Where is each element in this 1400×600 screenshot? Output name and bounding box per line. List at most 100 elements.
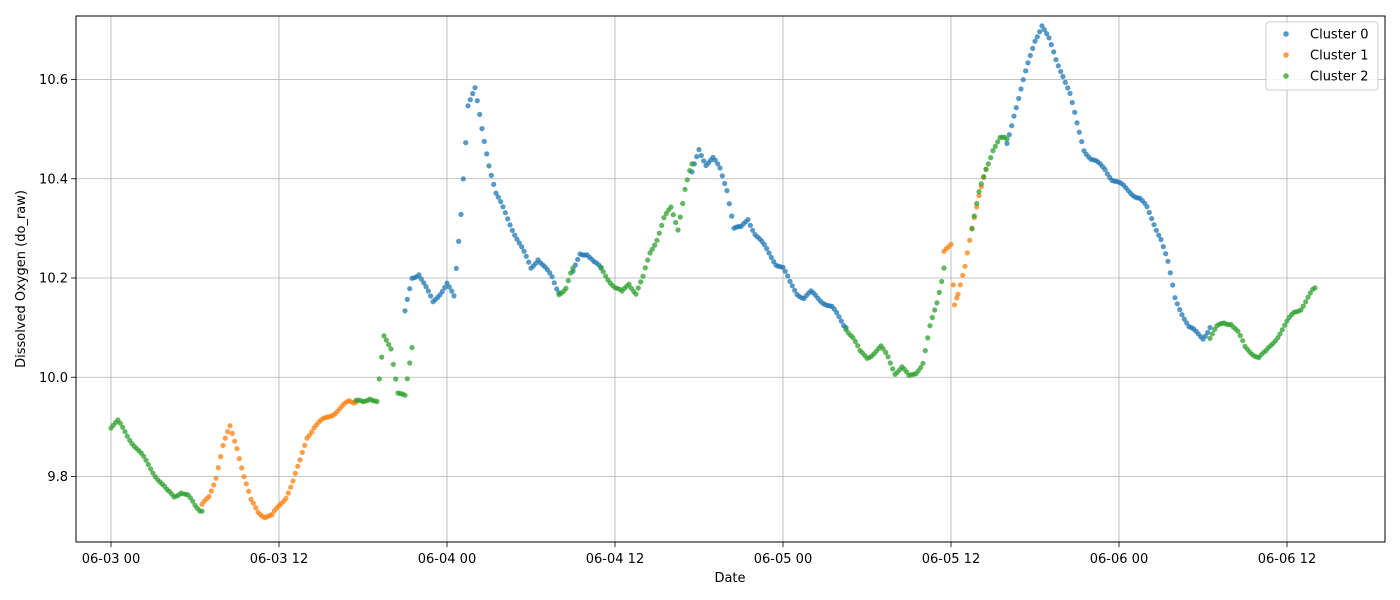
data-point bbox=[932, 307, 938, 313]
x-tick-label: 06-04 00 bbox=[418, 552, 476, 567]
x-tick-label: 06-06 12 bbox=[1258, 552, 1316, 567]
data-point bbox=[449, 288, 455, 294]
data-point bbox=[992, 143, 998, 149]
data-point bbox=[1018, 86, 1024, 92]
data-point bbox=[726, 201, 732, 207]
data-point bbox=[1235, 328, 1241, 334]
data-point bbox=[1181, 316, 1187, 322]
data-point bbox=[1144, 204, 1150, 210]
data-point bbox=[883, 349, 889, 356]
data-point bbox=[549, 274, 555, 280]
data-point bbox=[715, 161, 721, 167]
data-point bbox=[670, 212, 676, 218]
data-point bbox=[148, 466, 154, 472]
data-point bbox=[880, 346, 886, 352]
data-point bbox=[290, 478, 296, 484]
data-point bbox=[682, 186, 688, 192]
data-point bbox=[971, 213, 977, 219]
data-point bbox=[985, 161, 991, 167]
data-point bbox=[976, 189, 982, 195]
data-point bbox=[941, 265, 947, 271]
data-point bbox=[379, 354, 385, 360]
data-point bbox=[974, 200, 980, 207]
data-point bbox=[1072, 109, 1078, 115]
data-point bbox=[852, 338, 858, 345]
data-point bbox=[409, 344, 415, 351]
data-point bbox=[677, 214, 683, 220]
data-point bbox=[948, 241, 954, 247]
data-point bbox=[967, 237, 973, 243]
data-point bbox=[232, 438, 238, 444]
data-point bbox=[444, 280, 450, 286]
data-point bbox=[526, 259, 532, 265]
legend-label: Cluster 0 bbox=[1310, 28, 1369, 43]
data-point bbox=[925, 335, 931, 341]
data-point bbox=[934, 300, 940, 306]
data-point bbox=[418, 276, 424, 282]
data-point bbox=[514, 236, 520, 242]
data-point bbox=[1237, 333, 1243, 339]
data-point bbox=[1165, 258, 1171, 264]
data-point bbox=[687, 168, 693, 174]
data-point bbox=[472, 85, 478, 91]
data-point bbox=[936, 289, 942, 295]
plot-frame bbox=[75, 15, 1386, 543]
legend-label: Cluster 2 bbox=[1310, 70, 1369, 85]
data-point bbox=[1305, 294, 1311, 300]
data-point bbox=[696, 147, 702, 153]
data-point bbox=[229, 430, 235, 436]
data-point bbox=[792, 287, 798, 293]
data-point bbox=[1051, 49, 1057, 55]
data-point bbox=[120, 424, 126, 430]
data-point bbox=[1037, 29, 1043, 35]
data-point bbox=[1065, 85, 1071, 91]
data-point bbox=[920, 360, 926, 366]
data-point bbox=[190, 498, 196, 504]
data-point bbox=[302, 442, 308, 448]
data-point bbox=[521, 248, 527, 254]
data-point bbox=[512, 232, 518, 238]
data-point bbox=[234, 446, 240, 452]
data-point bbox=[1069, 99, 1075, 106]
data-point bbox=[950, 282, 956, 288]
data-point bbox=[1282, 322, 1288, 328]
data-point bbox=[649, 246, 655, 252]
data-point bbox=[684, 177, 690, 183]
data-point bbox=[887, 360, 893, 366]
data-point bbox=[927, 323, 933, 329]
data-point bbox=[421, 280, 427, 286]
data-point bbox=[451, 293, 457, 299]
data-point bbox=[388, 346, 394, 352]
data-point bbox=[297, 457, 303, 463]
data-point bbox=[1160, 244, 1166, 250]
data-point bbox=[402, 392, 408, 398]
data-point bbox=[1184, 320, 1190, 326]
data-point bbox=[785, 273, 791, 279]
data-point bbox=[766, 250, 772, 256]
data-point bbox=[570, 265, 576, 271]
x-tick-label: 06-03 12 bbox=[250, 552, 308, 567]
data-point bbox=[969, 226, 975, 232]
data-point bbox=[1074, 120, 1080, 126]
data-point bbox=[689, 161, 695, 167]
data-point bbox=[516, 240, 522, 246]
data-point bbox=[199, 508, 205, 514]
data-point bbox=[500, 204, 506, 210]
data-point bbox=[787, 278, 793, 284]
y-tick-label: 9.8 bbox=[47, 470, 68, 485]
data-point bbox=[1153, 227, 1159, 233]
data-point bbox=[248, 496, 254, 502]
y-tick-label: 10.0 bbox=[39, 371, 68, 386]
x-axis-label: Date bbox=[714, 571, 745, 586]
legend: Cluster 0 Cluster 1 Cluster 2 bbox=[1265, 21, 1379, 91]
data-point bbox=[1102, 166, 1108, 173]
data-point bbox=[1303, 299, 1309, 305]
data-point bbox=[626, 281, 632, 287]
data-point bbox=[477, 111, 483, 117]
data-point bbox=[1079, 139, 1085, 145]
data-point bbox=[250, 500, 256, 506]
data-point bbox=[789, 283, 795, 289]
data-point bbox=[600, 269, 606, 275]
data-point bbox=[239, 465, 245, 471]
data-point bbox=[680, 200, 686, 207]
